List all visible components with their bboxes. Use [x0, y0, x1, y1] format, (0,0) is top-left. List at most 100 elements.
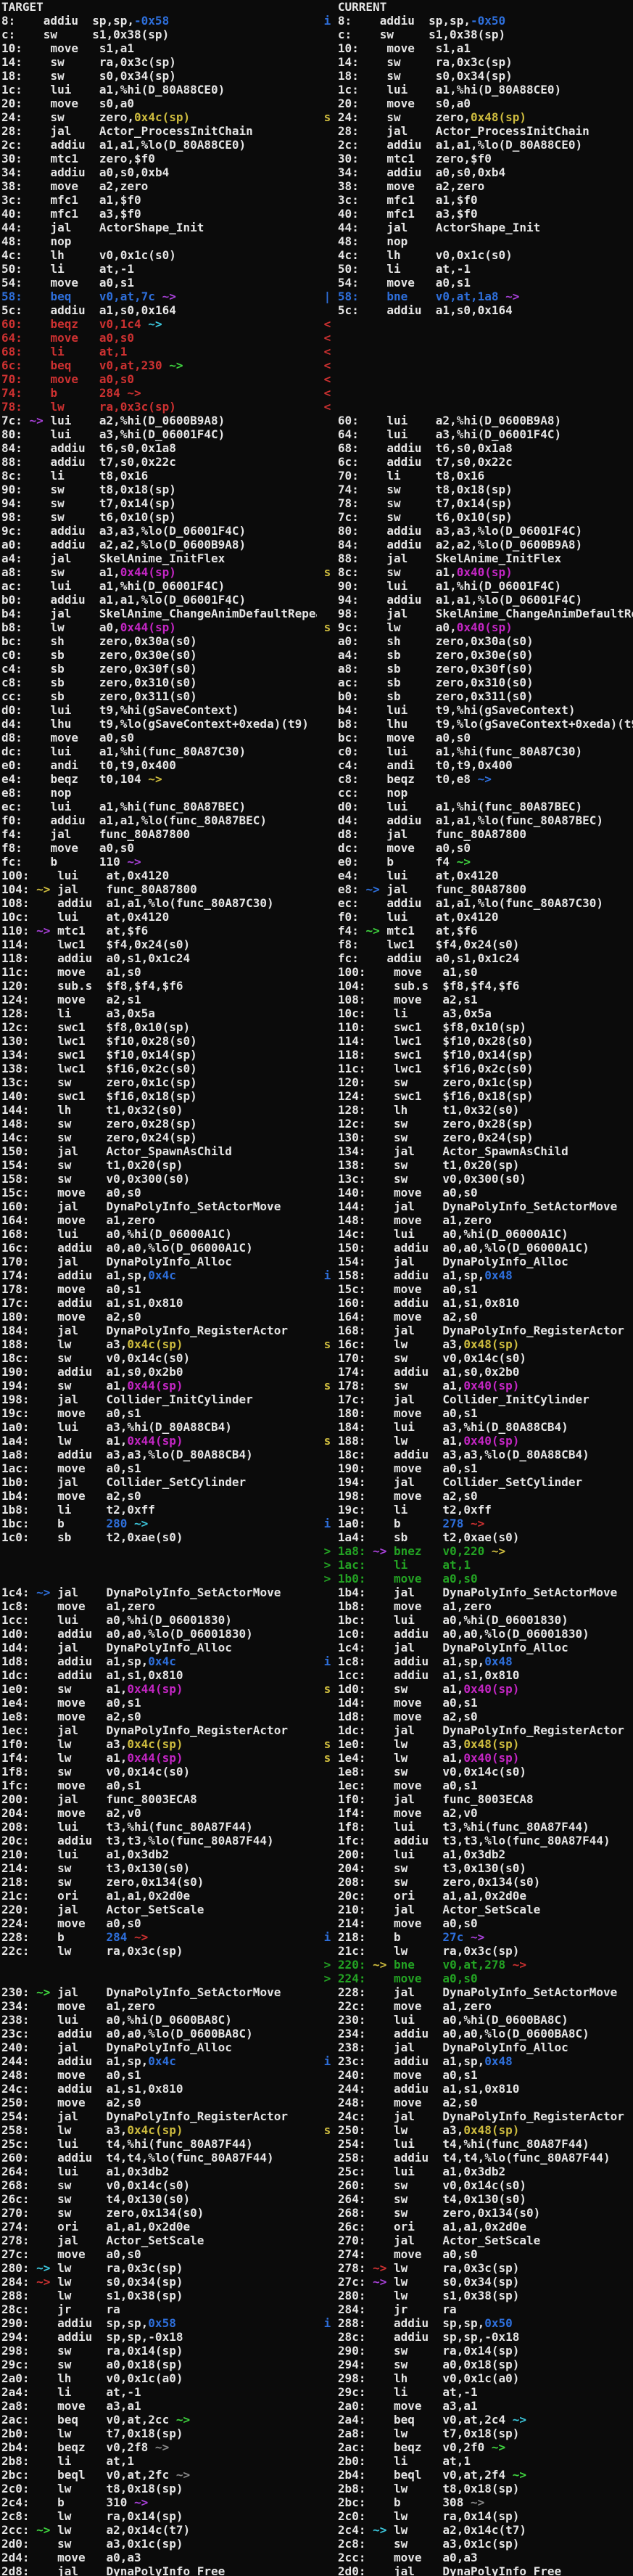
asm-line: 278: jal Actor_SetScale	[1, 2234, 204, 2247]
asm-line: 110: swc1 $f8,0x10(sp)	[337, 1020, 527, 1034]
asm-line: d8: move a0,s0	[1, 731, 135, 745]
asm-line: 118: swc1 $f10,0x14(sp)	[337, 1048, 534, 1062]
asm-line: 15c: move a0,s0	[1, 1186, 141, 1199]
asm-line: 150: addiu a0,a0,%lo(D_06000A1C)	[337, 1241, 589, 1255]
asm-line: 30: mtc1 zero,$f0	[1, 152, 155, 165]
asm-line: 258: lw a3,0x4c(sp)	[1, 2123, 183, 2137]
asm-line: 1c0: addiu a0,a0,%lo(D_06001830)	[337, 1627, 589, 1641]
asm-line: 5c: addiu a1,s0,0x164	[1, 303, 176, 317]
asm-line: c: sw s1,0x38(sp)	[1, 28, 170, 41]
deleted-line-marker: <	[323, 345, 331, 358]
asm-line: c4: sb zero,0x30f(s0)	[1, 662, 197, 676]
asm-line: 1ac: move a0,s1	[1, 1461, 141, 1475]
asm-line: e0: b f4 ~>	[337, 855, 471, 869]
asm-line: dc: move a0,s0	[337, 841, 471, 855]
asm-line: 2c4: ~> lw a2,0x14c(t7)	[337, 2523, 527, 2537]
current-column-title: CURRENT	[337, 0, 387, 14]
asm-line: 280: ~> lw ra,0x3c(sp)	[1, 2261, 183, 2275]
asm-line: 1bc: lui a0,%hi(D_06001830)	[337, 1613, 568, 1627]
asm-line: ec: addiu a1,a1,%lo(func_80A87C30)	[337, 896, 603, 910]
asm-line: 2cc: ~> lw a2,0x14c(t7)	[1, 2523, 191, 2537]
asm-line: 2bc: b 308 ~>	[337, 2495, 485, 2509]
asm-line: 104: sub.s $f8,$f4,$f6	[337, 979, 520, 993]
asm-line: 108: addiu a1,a1,%lo(func_80A87C30)	[1, 896, 274, 910]
asm-line: 180: move a2,s0	[1, 1310, 141, 1324]
asm-line: 244: addiu a1,sp,0x4c	[1, 2054, 176, 2068]
asm-line: 114: lwc1 $f10,0x28(s0)	[337, 1034, 534, 1048]
asm-line: > 220: ~> bne v0,at,278 ~>	[323, 1958, 527, 1972]
asm-line: 1c: lui a1,%hi(D_80A88CE0)	[337, 83, 562, 97]
asm-line: 14: sw ra,0x3c(sp)	[337, 55, 513, 69]
asm-line: 84: addiu t6,s0,0x1a8	[1, 441, 176, 455]
asm-line: 108: move a2,s1	[337, 993, 478, 1006]
asm-line: 12c: sw zero,0x28(sp)	[337, 1117, 534, 1131]
asm-line: 1ec: move a0,s1	[337, 1779, 478, 1792]
asm-line: 188: lw a3,0x4c(sp)	[1, 1337, 183, 1351]
asm-line: 168: lui a0,%hi(D_06000A1C)	[1, 1227, 232, 1241]
asm-line: 58: beq v0,at,7c ~>	[1, 290, 176, 303]
asm-line: 38: move a2,zero	[337, 179, 485, 193]
asm-line: f4: jal func_80A87800	[1, 827, 191, 841]
asm-line: 28: jal Actor_ProcessInitChain	[337, 124, 589, 138]
asm-line: 248: move a0,s1	[1, 2068, 141, 2082]
current-column: CURRENT i 8: addiu sp,sp,-0x50 c: sw s1,…	[317, 0, 633, 2576]
asm-line: 270: sw zero,0x134(s0)	[1, 2206, 204, 2220]
asm-line: 2ac: beq v0,at,2cc ~>	[1, 2413, 191, 2427]
asm-line: 74: sw t8,0x18(sp)	[337, 483, 513, 496]
asm-line: 234: addiu a0,a0,%lo(D_0600BA8C)	[337, 2027, 589, 2040]
asm-line: 130: sw zero,0x24(sp)	[337, 1131, 534, 1144]
asm-line: fc: addiu a0,s1,0x1c24	[337, 951, 520, 965]
asm-line: 198: move a2,s0	[337, 1489, 478, 1503]
asm-line: b8: lw a0,0x44(sp)	[1, 620, 176, 634]
asm-line: 1e0: sw a1,0x44(sp)	[1, 1682, 183, 1696]
asm-line: 230: lui a0,%hi(D_0600BA8C)	[337, 2013, 568, 2027]
asm-line: f0: addiu a1,a1,%lo(func_80A87BEC)	[1, 813, 268, 827]
asm-line: 104: ~> jal func_80A87800	[1, 882, 197, 896]
asm-line: 120: sub.s $f8,$f4,$f6	[1, 979, 183, 993]
asm-line: 60: beqz v0,1c4 ~>	[1, 317, 162, 331]
asm-line: 1f0: jal func_8003ECA8	[337, 1792, 534, 1806]
asm-line: 190: addiu a1,s0,0x2b0	[1, 1365, 183, 1379]
asm-line: 13c: sw v0,0x300(s0)	[337, 1172, 527, 1186]
asm-line: 74: b 284 ~>	[1, 386, 141, 400]
asm-line: 1b8: move a1,zero	[337, 1599, 492, 1613]
asm-line: 20: move s0,a0	[1, 97, 135, 110]
asm-line: 164: move a2,s0	[337, 1310, 478, 1324]
asm-line: 158: sw v0,0x300(s0)	[1, 1172, 191, 1186]
asm-line: b0: sb zero,0x311(s0)	[337, 689, 534, 703]
asm-line: 1fc: addiu t3,t3,%lo(func_80A87F44)	[337, 1834, 611, 1847]
asm-line: 210: jal Actor_SetScale	[337, 1903, 541, 1916]
asm-line: 17c: jal Collider_InitCylinder	[337, 1392, 589, 1406]
asm-line: 2d8: jal DynaPolyInfo_Free	[1, 2564, 226, 2576]
current-asm-lines: i 8: addiu sp,sp,-0x50 c: sw s1,0x38(sp)…	[317, 14, 633, 2576]
asm-line: d0: lui t9,%hi(gSaveContext)	[1, 703, 239, 717]
asm-line: a4: jal SkelAnime_InitFlex	[1, 551, 226, 565]
asm-line: 11c: lwc1 $f16,0x2c(s0)	[337, 1062, 534, 1075]
asm-line: 100: move a1,s0	[337, 965, 478, 979]
asm-line: i 23c: addiu a1,sp,0x48	[323, 2054, 513, 2068]
asm-line: 254: lui t4,%hi(func_80A87F44)	[337, 2137, 589, 2151]
asm-line: 27c: ~> lw s0,0x34(sp)	[337, 2275, 520, 2289]
blank-line	[1, 1958, 317, 1972]
asm-line: ac: lui a1,%hi(D_06001F4C)	[1, 579, 226, 593]
asm-line: 16c: addiu a0,a0,%lo(D_06000A1C)	[1, 1241, 253, 1255]
asm-line: 2b0: li at,1	[337, 2454, 471, 2468]
asm-line: 2c0: lw ra,0x14(sp)	[337, 2509, 520, 2523]
asm-line: 238: lui a0,%hi(D_0600BA8C)	[1, 2013, 232, 2027]
asm-line: 1c4: ~> jal DynaPolyInfo_SetActorMove	[1, 1586, 281, 1599]
asm-line: 22c: lw ra,0x3c(sp)	[1, 1944, 183, 1958]
asm-line: 200: jal func_8003ECA8	[1, 1792, 197, 1806]
asm-line: 98: sw t6,0x10(sp)	[1, 510, 176, 524]
asm-line: 150: jal Actor_SpawnAsChild	[1, 1144, 232, 1158]
asm-line: 26c: sw t4,0x130(s0)	[1, 2192, 191, 2206]
asm-line: 118: addiu a0,s1,0x1c24	[1, 951, 191, 965]
asm-line: 1bc: b 280 ~>	[1, 1517, 149, 1530]
asm-line: 38: move a2,zero	[1, 179, 149, 193]
asm-line: 284: jr ra	[337, 2302, 457, 2316]
asm-line: i 288: addiu sp,sp,0x50	[323, 2316, 513, 2330]
asm-line: 20c: ori a1,a1,0x2d0e	[337, 1889, 527, 1903]
asm-line: 18c: sw v0,0x14c(s0)	[1, 1351, 191, 1365]
asm-line: 260: addiu t4,t4,%lo(func_80A87F44)	[1, 2151, 274, 2165]
asm-line: 25c: lui t4,%hi(func_80A87F44)	[1, 2137, 253, 2151]
